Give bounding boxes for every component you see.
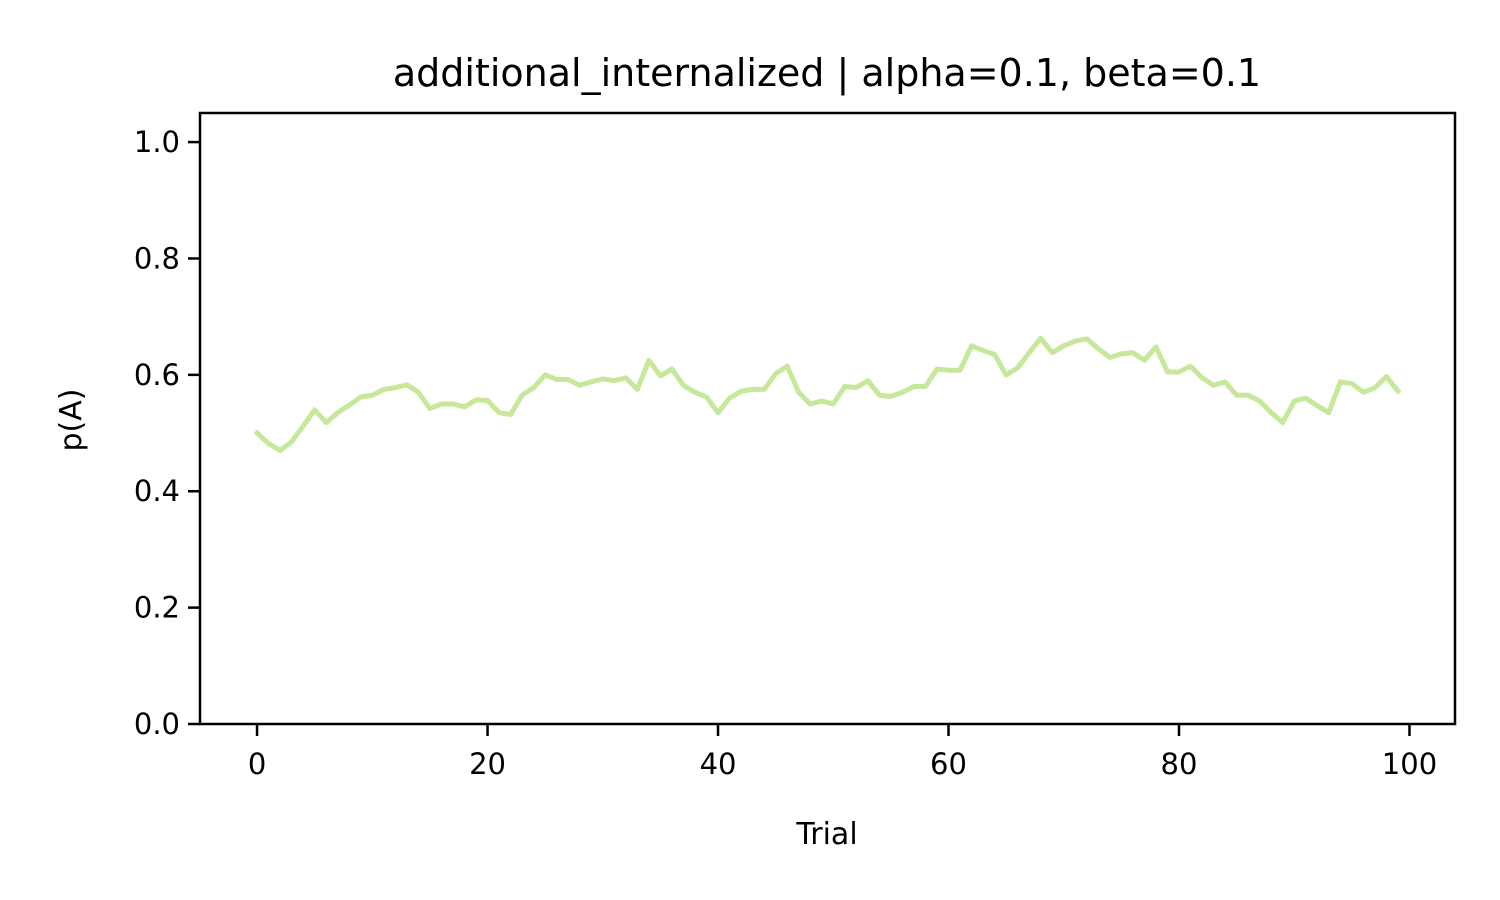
chart-title: additional_internalized | alpha=0.1, bet… <box>393 51 1261 96</box>
x-tick-label: 40 <box>700 747 737 781</box>
x-tick-label: 100 <box>1382 747 1437 781</box>
x-tick-label: 60 <box>930 747 967 781</box>
x-tick-label: 0 <box>248 747 266 781</box>
plot-area <box>253 335 1402 453</box>
plot-frame <box>198 111 1457 726</box>
x-axis-ticks: 0 20 40 60 80 100 <box>248 724 1437 781</box>
y-tick-label: 0.0 <box>134 707 180 741</box>
y-tick-label: 0.6 <box>134 358 180 392</box>
y-tick-label: 0.2 <box>134 591 180 625</box>
x-tick-label: 20 <box>469 747 506 781</box>
y-tick-label: 1.0 <box>134 125 180 159</box>
x-axis-label: Trial <box>795 817 857 852</box>
series-line <box>253 335 1402 453</box>
y-axis-label: p(A) <box>54 389 89 452</box>
y-axis-ticks: 0.0 0.2 0.4 0.6 0.8 1.0 <box>134 125 200 741</box>
y-tick-label: 0.8 <box>134 241 180 275</box>
x-tick-label: 80 <box>1161 747 1198 781</box>
y-tick-label: 0.4 <box>134 474 180 508</box>
